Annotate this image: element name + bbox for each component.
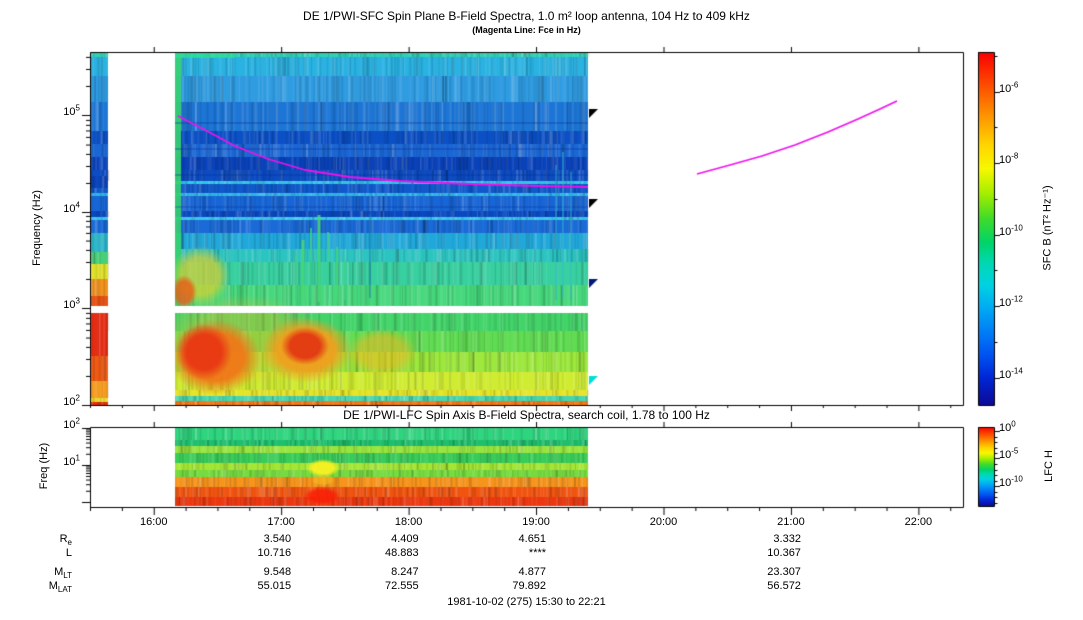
time-tick-label: 16:00 (139, 516, 168, 528)
sfc-colorbar-tick-label: 10-6 (999, 80, 1019, 95)
ephemeris-value: 4.409 (391, 533, 419, 545)
time-tick-label: 21:00 (777, 516, 805, 528)
time-tick-label: 18:00 (394, 516, 423, 528)
lfc-y-tick-label: 101 (63, 453, 80, 468)
lfc-y-tick-label: 102 (63, 416, 80, 431)
sfc-y-tick-label: 105 (63, 103, 80, 118)
sfc-colorbar-tick-label: 10-14 (999, 366, 1023, 381)
ephemeris-value: 23.307 (767, 566, 801, 578)
date-range-label: 1981-10-02 (275) 15:30 to 22:21 (447, 596, 606, 608)
ephemeris-value: 9.548 (263, 566, 292, 578)
ephemeris-value: 4.651 (518, 533, 547, 545)
fce-legend-note: (Magenta Line: Fce in Hz) (472, 25, 581, 35)
lfc-colorbar-tick-label: 10-5 (999, 446, 1019, 461)
sfc-y-axis-label: Frequency (Hz) (31, 190, 43, 266)
ephemeris-value: 48.883 (384, 547, 419, 559)
sfc-colorbar-tick-label: 10-12 (999, 294, 1023, 309)
ephemeris-value: 55.015 (257, 580, 292, 592)
ephemeris-value: **** (528, 547, 547, 559)
lfc-colorbar-tick-label: 100 (999, 419, 1016, 434)
sfc-colorbar-tick-label: 10-10 (999, 223, 1023, 238)
ephemeris-row-label: L (65, 547, 72, 559)
ephemeris-value: 4.877 (518, 566, 547, 578)
sfc-colorbar-label: SFC B (nT² Hz⁻¹) (1041, 185, 1054, 271)
ephemeris-value: 56.572 (767, 580, 801, 592)
ephemeris-row-label: MLAT (48, 580, 72, 595)
ephemeris-value: 3.332 (773, 533, 801, 545)
lfc-colorbar-tick-label: 10-10 (999, 474, 1023, 489)
ephemeris-value: 72.555 (384, 580, 419, 592)
lfc-colorbar-label: LFC H (1043, 450, 1055, 482)
sfc-y-tick-label: 104 (63, 200, 80, 215)
ephemeris-value: 3.540 (263, 533, 292, 545)
time-tick-label: 19:00 (522, 516, 550, 528)
time-tick-label: 17:00 (267, 516, 295, 528)
ephemeris-value: 10.716 (257, 547, 292, 559)
sfc-panel-title: DE 1/PWI-SFC Spin Plane B-Field Spectra,… (303, 9, 750, 23)
ephemeris-value: 10.367 (767, 547, 801, 559)
sfc-y-tick-label: 103 (63, 296, 80, 311)
sfc-y-tick-label: 102 (63, 393, 80, 408)
time-tick-label: 22:00 (904, 516, 933, 528)
ephemeris-row-label: Re (59, 533, 72, 548)
ephemeris-row-label: MLT (54, 566, 72, 581)
ephemeris-value: 79.892 (512, 580, 547, 592)
time-tick-label: 20:00 (649, 516, 678, 528)
ephemeris-value: 8.247 (391, 566, 419, 578)
lfc-panel-title: DE 1/PWI-LFC Spin Axis B-Field Spectra, … (343, 408, 710, 422)
sfc-colorbar-tick-label: 10-8 (999, 151, 1019, 166)
